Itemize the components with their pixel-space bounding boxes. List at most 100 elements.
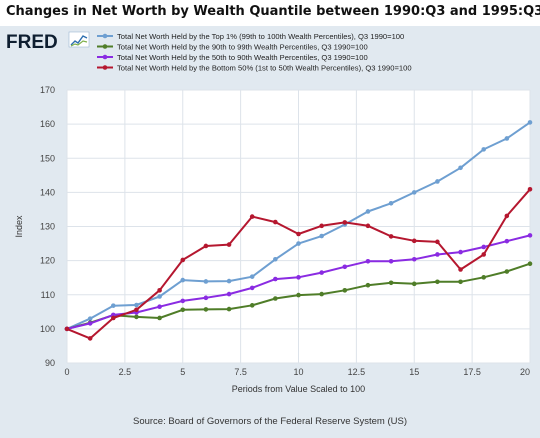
y-tick-label: 100 xyxy=(40,324,55,334)
series-point[interactable] xyxy=(226,306,232,312)
series-point[interactable] xyxy=(481,275,487,280)
series-point[interactable] xyxy=(226,291,232,297)
series-point[interactable] xyxy=(504,213,510,219)
series-point[interactable] xyxy=(296,292,301,298)
series-point[interactable] xyxy=(435,252,440,257)
series-point[interactable] xyxy=(365,282,371,288)
series-point[interactable] xyxy=(411,190,417,195)
chart-canvas: FRED Total Net Worth Held by the Top 1% … xyxy=(6,31,533,427)
x-tick-label: 2.5 xyxy=(119,367,132,377)
series-point[interactable] xyxy=(226,242,232,247)
legend-item: Total Net Worth Held by the 50th to 90th… xyxy=(97,53,368,62)
series-point[interactable] xyxy=(342,288,348,293)
x-axis-label: Periods from Value Scaled to 100 xyxy=(232,384,365,394)
series-point[interactable] xyxy=(296,275,301,280)
series-point[interactable] xyxy=(388,234,394,239)
x-axis-ticks: 0 2.5 5 7.5 10 12.5 15 17.5 20 xyxy=(64,367,530,377)
legend-item: Total Net Worth Held by the Bottom 50% (… xyxy=(97,63,412,72)
series-point[interactable] xyxy=(157,294,162,299)
x-tick-label: 5 xyxy=(180,367,185,377)
series-point[interactable] xyxy=(458,249,463,255)
series-point[interactable] xyxy=(388,280,394,286)
series-point[interactable] xyxy=(527,261,533,266)
series-point[interactable] xyxy=(481,244,487,250)
series-point[interactable] xyxy=(180,298,186,304)
legend-swatch-marker xyxy=(102,44,108,49)
series-point[interactable] xyxy=(64,326,70,332)
series-point[interactable] xyxy=(365,209,371,214)
series-point[interactable] xyxy=(435,239,440,245)
series-point[interactable] xyxy=(319,233,324,239)
series-point[interactable] xyxy=(273,256,278,262)
series-point[interactable] xyxy=(180,277,186,283)
series-point[interactable] xyxy=(273,276,278,282)
legend-item: Total Net Worth Held by the 90th to 99th… xyxy=(97,42,368,51)
series-point[interactable] xyxy=(203,243,209,249)
series-point[interactable] xyxy=(504,238,510,244)
series-point[interactable] xyxy=(504,136,510,141)
series-point[interactable] xyxy=(435,179,440,184)
y-tick-label: 130 xyxy=(40,222,55,232)
series-point[interactable] xyxy=(273,296,278,301)
series-point[interactable] xyxy=(481,147,487,152)
legend-swatch-marker xyxy=(102,33,108,39)
series-point[interactable] xyxy=(87,316,93,321)
x-tick-label: 15 xyxy=(409,367,419,377)
series-point[interactable] xyxy=(342,264,348,270)
series-point[interactable] xyxy=(249,303,255,308)
series-point[interactable] xyxy=(296,231,301,237)
x-tick-label: 17.5 xyxy=(463,367,481,377)
series-point[interactable] xyxy=(365,259,371,264)
series-point[interactable] xyxy=(157,288,162,293)
series-point[interactable] xyxy=(203,295,209,301)
series-point[interactable] xyxy=(411,238,417,244)
series-point[interactable] xyxy=(111,315,116,321)
y-tick-label: 170 xyxy=(40,85,55,95)
series-point[interactable] xyxy=(481,252,487,257)
series-point[interactable] xyxy=(435,279,440,285)
series-point[interactable] xyxy=(458,165,463,171)
legend-item: Total Net Worth Held by the Top 1% (99th… xyxy=(97,32,404,41)
series-point[interactable] xyxy=(134,307,139,313)
y-tick-label: 160 xyxy=(40,119,55,129)
series-point[interactable] xyxy=(388,259,394,264)
series-point[interactable] xyxy=(411,281,417,287)
series-point[interactable] xyxy=(111,303,116,308)
series-point[interactable] xyxy=(342,220,348,225)
series-point[interactable] xyxy=(180,257,186,263)
series-point[interactable] xyxy=(319,223,324,229)
series-point[interactable] xyxy=(458,267,463,272)
series-point[interactable] xyxy=(226,278,232,284)
series-point[interactable] xyxy=(527,187,533,192)
series-point[interactable] xyxy=(249,274,255,279)
series-point[interactable] xyxy=(134,314,139,320)
legend-label: Total Net Worth Held by the 50th to 90th… xyxy=(117,53,368,62)
series-point[interactable] xyxy=(504,269,510,274)
legend-label: Total Net Worth Held by the 90th to 99th… xyxy=(117,42,368,51)
series-point[interactable] xyxy=(203,307,209,312)
chart-frame: FRED Total Net Worth Held by the Top 1% … xyxy=(0,26,540,438)
series-point[interactable] xyxy=(134,302,139,308)
series-point[interactable] xyxy=(388,200,394,206)
series-point[interactable] xyxy=(365,223,371,229)
series-point[interactable] xyxy=(180,307,186,313)
series-point[interactable] xyxy=(296,241,301,246)
series-point[interactable] xyxy=(87,321,93,326)
series-point[interactable] xyxy=(458,279,463,285)
series-point[interactable] xyxy=(319,270,324,275)
series-point[interactable] xyxy=(87,336,93,341)
series-point[interactable] xyxy=(157,315,162,321)
series-point[interactable] xyxy=(319,291,324,297)
series xyxy=(64,187,533,341)
series-point[interactable] xyxy=(157,304,162,309)
series-point[interactable] xyxy=(527,233,533,238)
y-tick-label: 150 xyxy=(40,153,55,163)
fred-logo-graph-icon xyxy=(68,31,90,48)
series-point[interactable] xyxy=(249,285,255,291)
x-tick-label: 0 xyxy=(64,367,69,377)
series-point[interactable] xyxy=(203,279,209,284)
series-point[interactable] xyxy=(411,256,417,262)
series-point[interactable] xyxy=(527,120,533,125)
series-point[interactable] xyxy=(249,214,255,219)
series-point[interactable] xyxy=(273,219,278,225)
